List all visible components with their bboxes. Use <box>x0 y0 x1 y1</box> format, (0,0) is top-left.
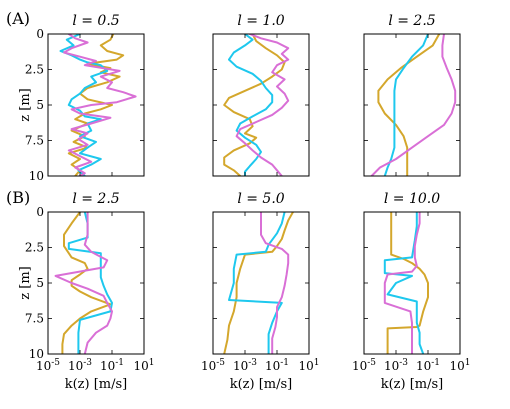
series-group <box>223 212 294 354</box>
panel-title: l = 2.5 <box>388 13 435 29</box>
x-tick-label: 10-1 <box>416 358 440 373</box>
series-line-2 <box>67 212 113 354</box>
y-tick-label: 5 <box>36 98 44 112</box>
series-line-2 <box>228 212 286 354</box>
x-tick-label: 10-1 <box>100 358 124 373</box>
x-tick-label: 10-3 <box>384 358 408 373</box>
series-group <box>383 212 429 354</box>
series-line-2 <box>383 34 429 176</box>
y-tick-label: 7.5 <box>25 134 44 148</box>
panel-title: l = 2.5 <box>72 191 119 207</box>
x-tick-label: 10-5 <box>352 358 376 373</box>
series-line-1 <box>67 34 125 176</box>
series-group <box>223 34 290 176</box>
x-tick-label: 101 <box>298 358 319 373</box>
x-tick-label: 10-3 <box>68 358 92 373</box>
series-line-2 <box>59 34 109 176</box>
series-group <box>370 34 457 176</box>
row-label-a: (A) <box>6 9 30 28</box>
series-group <box>54 212 113 354</box>
chart-panel-5: 10-5 10-3 10-1 101 l = 5.0 k(z) [m/s] <box>201 191 320 392</box>
x-tick-label: 10-5 <box>201 358 225 373</box>
y-tick-label: 0 <box>36 27 44 41</box>
y-tick-label: 2.5 <box>25 241 44 255</box>
x-tick-label: 10-3 <box>233 358 257 373</box>
series-line-3 <box>235 34 290 176</box>
series-line-2 <box>228 34 274 176</box>
series-line-3 <box>383 212 421 354</box>
series-line-1 <box>223 212 294 354</box>
panels-group: 0 2.5 5 7.5 10 l = 0.5 z [m] l = 1.0 l = 2.5 10-5… <box>18 13 471 392</box>
panel-title: l = 1.0 <box>237 13 284 29</box>
y-tick-label: 2.5 <box>25 63 44 77</box>
y-tick-label: 5 <box>36 276 44 290</box>
y-tick-label: 10 <box>29 347 44 361</box>
y-tick-label: 0 <box>36 205 44 219</box>
y-tick-label: 7.5 <box>25 312 44 326</box>
x-axis-label: k(z) [m/s] <box>230 377 293 392</box>
x-tick-label: 101 <box>449 358 470 373</box>
series-line-3 <box>54 212 113 354</box>
series-line-3 <box>260 212 290 354</box>
y-axis-label: z [m] <box>18 266 33 299</box>
chart-panel-1: 0 2.5 5 7.5 10 l = 0.5 z [m] <box>18 13 145 183</box>
panel-title: l = 10.0 <box>384 191 440 207</box>
x-tick-label: 10-1 <box>265 358 289 373</box>
x-tick-label: 101 <box>133 358 154 373</box>
chart-panel-2: l = 1.0 <box>212 13 310 177</box>
series-line-3 <box>63 34 137 176</box>
y-tick-label: 10 <box>29 169 44 183</box>
panel-title: l = 5.0 <box>237 191 284 207</box>
series-group <box>59 34 137 176</box>
chart-panel-3: l = 2.5 <box>363 13 461 177</box>
chart-panel-6: 10-5 10-3 10-1 101 l = 10.0 k(z) [m/s] <box>352 191 471 392</box>
x-axis-label: k(z) [m/s] <box>65 377 128 392</box>
x-axis-label: k(z) [m/s] <box>381 377 444 392</box>
series-line-1 <box>61 212 112 354</box>
series-line-1 <box>377 34 441 176</box>
row-label-b: (B) <box>6 188 30 207</box>
series-line-1 <box>223 34 286 176</box>
panel-title: l = 0.5 <box>72 13 119 29</box>
series-line-3 <box>370 34 457 176</box>
series-line-1 <box>386 212 429 354</box>
y-axis-label: z [m] <box>18 88 33 121</box>
